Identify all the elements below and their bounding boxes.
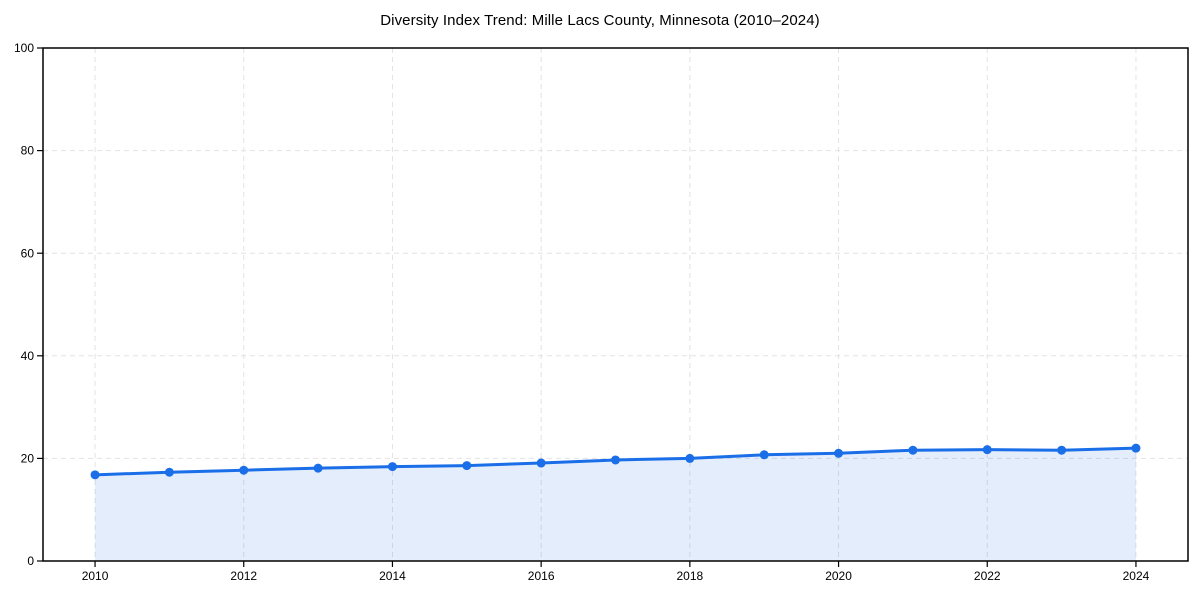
data-point-2020: [834, 448, 844, 458]
y-axis-tick-label: 0: [27, 554, 34, 568]
x-axis-tick-label: 2012: [230, 569, 257, 583]
x-axis-tick-label: 2016: [528, 569, 555, 583]
plot-border: [42, 47, 1189, 562]
data-point-2012: [239, 465, 249, 475]
data-point-2010: [90, 470, 100, 480]
y-axis-tick-label: 80: [21, 144, 35, 158]
x-axis-tick-label: 2014: [379, 569, 406, 583]
data-point-2015: [462, 461, 472, 471]
data-point-2011: [164, 467, 174, 477]
y-axis-tick-label: 20: [21, 451, 35, 465]
chart-title: Diversity Index Trend: Mille Lacs County…: [380, 12, 820, 29]
y-axis-tick-label: 40: [21, 349, 35, 363]
x-axis-tick-label: 2022: [974, 569, 1001, 583]
x-axis-tick-label: 2010: [82, 569, 109, 583]
x-axis-tick-label: 2018: [676, 569, 703, 583]
y-axis-tick-label: 100: [14, 41, 34, 55]
area-fill: [95, 448, 1136, 561]
data-point-2019: [759, 450, 769, 460]
y-axis-tick-label: 60: [21, 246, 35, 260]
data-point-2024: [1131, 443, 1141, 453]
x-axis-tick-label: 2024: [1123, 569, 1150, 583]
data-point-2023: [1057, 445, 1067, 455]
data-point-2018: [685, 453, 695, 463]
data-point-2017: [611, 455, 620, 465]
data-point-2021: [908, 445, 918, 455]
data-point-2022: [982, 445, 992, 455]
data-point-2013: [313, 463, 323, 473]
x-axis-tick-label: 2020: [825, 569, 852, 583]
data-point-2014: [387, 462, 397, 472]
data-point-2016: [536, 458, 546, 468]
